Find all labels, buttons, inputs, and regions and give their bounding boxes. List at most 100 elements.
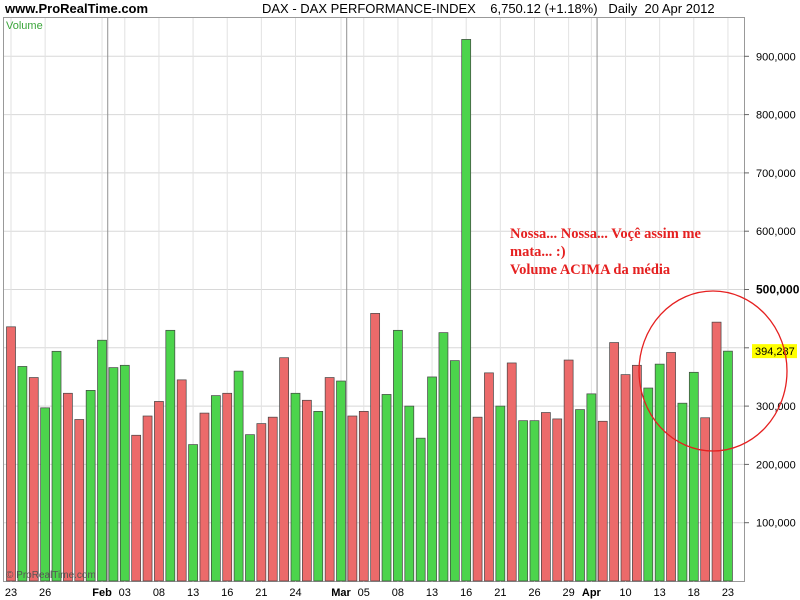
volume-bar-up [210,395,221,582]
volume-bar-up [336,380,346,582]
volume-bar-down [154,401,164,582]
volume-bar-down [609,342,619,582]
volume-bar-down [370,313,381,582]
y-tick-label: 200,000 [756,459,796,471]
x-tick-label: 26 [528,587,540,599]
volume-bar-up [529,420,540,582]
bar-layer [6,39,733,582]
volume-bar-down [620,374,631,582]
x-tick-label: 21 [494,587,506,599]
last-value-label: 394,287 [755,346,795,358]
x-tick-label: 10 [619,587,631,599]
x-tick-label: 21 [255,587,267,599]
panel-label: Volume [6,20,43,32]
volume-bar-up [381,394,392,582]
volume-bar-up [404,405,415,582]
volume-bar-up [677,402,688,582]
x-tick-label: Mar [331,587,351,599]
y-tick-label: 300,000 [756,401,796,413]
x-tick-label: 13 [187,587,199,599]
volume-bar-down [358,410,369,582]
x-tick-label: 08 [392,587,404,599]
x-tick-label: 23 [5,587,17,599]
x-tick-label: 13 [426,587,438,599]
volume-bar-up [688,371,699,582]
volume-bar-up [449,360,460,582]
annotation-line-3: Volume ACIMA da média [510,262,671,278]
volume-bar-up [518,420,528,582]
y-tick-label: 100,000 [756,518,796,530]
volume-bar-down [484,372,494,582]
volume-bar-up [245,434,255,582]
volume-bar-down [28,377,39,582]
volume-bar-down [632,364,642,582]
x-tick-label: Apr [582,587,602,599]
volume-bar-up [654,363,665,582]
x-tick-label: 03 [119,587,131,599]
volume-bar-down [256,423,267,582]
volume-bar-down [267,416,278,582]
volume-bar-up [51,350,62,582]
x-tick-label: 23 [722,587,734,599]
annotation-line-2: mata... :) [510,244,566,260]
volume-bar-up [97,339,107,582]
volume-bar-up [643,387,654,582]
volume-bar-down [347,415,358,582]
volume-bar-up [165,329,176,582]
volume-bar-up [723,350,733,582]
y-tick-label: 500,000 [756,283,800,297]
y-tick-label: 700,000 [756,168,796,180]
volume-bar-down [6,326,16,582]
annotation-text: Nossa... Nossa... Voçê assim me mata... … [510,225,701,279]
volume-bar-up [586,393,597,582]
volume-bar-down [563,359,574,582]
volume-bar-down [222,392,233,582]
annotation-line-1: Nossa... Nossa... Voçê assim me [510,226,701,242]
volume-bar-up [233,370,244,582]
volume-bar-down [472,416,483,582]
x-tick-label: 16 [460,587,472,599]
volume-bar-down [176,379,187,582]
volume-bar-up [495,405,506,582]
volume-bar-down [199,412,210,582]
x-tick-label: 29 [562,587,574,599]
volume-bar-up [393,329,403,582]
volume-bar-up [290,392,301,582]
y-tick-label: 800,000 [756,110,796,122]
volume-bar-down [302,399,312,582]
volume-bar-up [85,390,96,582]
volume-bar-down [279,357,289,582]
x-tick-label: 13 [654,587,666,599]
x-tick-label: Feb [92,587,112,599]
highlight-circle [638,290,788,452]
axis-layer: 100,000200,000300,000400,000500,000600,0… [5,51,800,599]
volume-bar-down [597,420,608,582]
volume-bar-down [142,415,153,582]
volume-bar-down [666,352,676,582]
volume-bar-down [506,362,517,582]
chart-title: DAX - DAX PERFORMANCE-INDEX 6,750.12 (+1… [262,1,715,16]
volume-bar-down [324,377,335,582]
volume-bar-up [119,364,130,582]
y-tick-label: 900,000 [756,51,796,63]
volume-bar-down [131,434,142,582]
volume-bar-up [40,407,50,582]
volume-bar-down [63,392,73,582]
chart-header: www.ProRealTime.com DAX - DAX PERFORMANC… [0,0,800,18]
x-tick-label: 05 [358,587,370,599]
y-tick-label: 600,000 [756,226,796,238]
volume-bar-up [415,437,426,582]
volume-bar-down [74,419,85,582]
x-tick-label: 26 [39,587,51,599]
volume-bar-up [188,444,198,582]
volume-bar-down [541,412,551,582]
volume-bar-up [313,410,324,582]
site-name: www.ProRealTime.com [5,1,149,16]
volume-bar-down [700,417,711,582]
volume-bar-up [575,409,585,582]
copyright: © ProRealTime.com [6,570,96,581]
x-tick-label: 16 [221,587,233,599]
x-tick-label: 18 [688,587,700,599]
volume-bar-up [438,332,449,582]
